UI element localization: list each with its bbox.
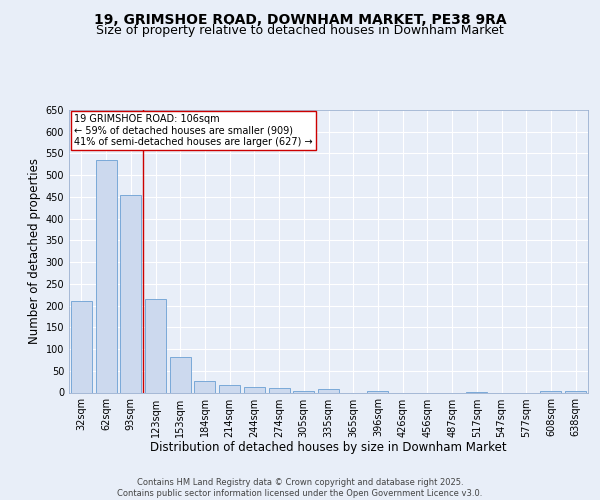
- Text: 19, GRIMSHOE ROAD, DOWNHAM MARKET, PE38 9RA: 19, GRIMSHOE ROAD, DOWNHAM MARKET, PE38 …: [94, 12, 506, 26]
- Bar: [367, 391, 388, 392]
- Bar: [71, 301, 92, 392]
- Bar: [269, 388, 290, 392]
- Bar: [293, 391, 314, 392]
- Bar: [565, 391, 586, 392]
- Text: Size of property relative to detached houses in Downham Market: Size of property relative to detached ho…: [96, 24, 504, 37]
- Bar: [318, 390, 339, 392]
- Bar: [194, 381, 215, 392]
- Bar: [120, 195, 141, 392]
- Bar: [219, 385, 240, 392]
- Bar: [244, 387, 265, 392]
- Bar: [170, 357, 191, 392]
- Bar: [541, 391, 562, 392]
- X-axis label: Distribution of detached houses by size in Downham Market: Distribution of detached houses by size …: [150, 441, 507, 454]
- Text: Contains HM Land Registry data © Crown copyright and database right 2025.
Contai: Contains HM Land Registry data © Crown c…: [118, 478, 482, 498]
- Text: 19 GRIMSHOE ROAD: 106sqm
← 59% of detached houses are smaller (909)
41% of semi-: 19 GRIMSHOE ROAD: 106sqm ← 59% of detach…: [74, 114, 313, 148]
- Bar: [95, 160, 116, 392]
- Bar: [145, 299, 166, 392]
- Y-axis label: Number of detached properties: Number of detached properties: [28, 158, 41, 344]
